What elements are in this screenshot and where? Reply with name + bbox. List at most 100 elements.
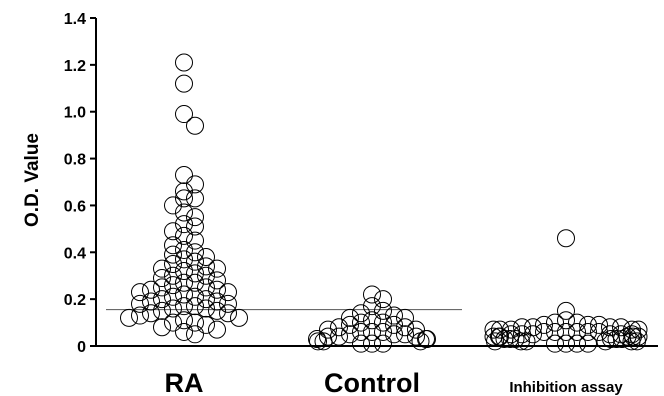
data-point	[164, 266, 182, 285]
data-point	[175, 311, 193, 330]
data-point	[175, 182, 193, 201]
data-point	[197, 247, 215, 266]
data-point	[175, 53, 193, 72]
data-point	[374, 322, 392, 341]
data-point	[557, 229, 575, 248]
data-point	[579, 315, 597, 334]
data-point	[411, 332, 430, 351]
data-point	[208, 259, 226, 278]
data-point	[363, 285, 381, 304]
data-point	[197, 278, 215, 297]
y-tick-label: 0.6	[64, 198, 86, 215]
data-point	[186, 175, 204, 194]
data-point	[131, 306, 149, 325]
data-point	[175, 105, 193, 124]
data-point	[385, 306, 403, 325]
y-axis-ticks: 0 0.2 0.4 0.6 0.8 1.0 1.2 1.4	[64, 11, 96, 356]
data-point	[557, 301, 575, 320]
data-point	[363, 311, 381, 330]
y-tick-label: 0.8	[64, 152, 86, 169]
data-point	[175, 262, 193, 281]
data-point	[568, 322, 586, 341]
data-point	[352, 313, 370, 332]
data-point	[197, 257, 215, 276]
data-point	[175, 165, 193, 184]
data-point	[491, 320, 509, 339]
data-point	[219, 283, 237, 302]
data-point	[186, 189, 204, 208]
data-point	[208, 301, 226, 320]
data-point	[546, 334, 564, 353]
data-point	[120, 308, 138, 327]
y-tick-label: 1.2	[64, 58, 86, 75]
data-point	[153, 318, 171, 337]
data-point	[164, 255, 182, 273]
data-point	[164, 236, 182, 255]
data-point	[186, 217, 204, 236]
data-point	[557, 311, 575, 330]
data-point	[186, 243, 204, 262]
data-point	[374, 290, 392, 309]
data-point	[557, 334, 575, 353]
data-point	[186, 252, 204, 271]
data-point	[175, 250, 193, 269]
y-tick-label: 1.4	[64, 11, 86, 28]
y-tick-label: 0.4	[64, 245, 86, 262]
data-point	[319, 320, 337, 339]
data-point	[153, 301, 171, 320]
data-point	[208, 271, 226, 290]
category-labels: RA Control Inhibition assay	[165, 368, 624, 396]
data-point	[352, 322, 370, 341]
data-point	[374, 301, 392, 320]
data-point	[330, 318, 348, 337]
data-point	[385, 315, 403, 334]
data-point	[628, 332, 646, 351]
data-point	[175, 203, 193, 222]
y-axis-label: O.D. Value	[22, 133, 43, 227]
data-point	[622, 332, 641, 351]
y-tick-label: 0	[77, 339, 86, 356]
data-point	[186, 231, 204, 250]
data-point	[568, 313, 586, 332]
data-point	[363, 297, 381, 316]
data-point	[164, 287, 182, 306]
data-point	[407, 320, 425, 339]
data-point	[341, 325, 359, 344]
data-point	[396, 325, 414, 344]
data-point	[175, 226, 193, 245]
category-label: Control	[324, 368, 420, 396]
data-point	[164, 299, 182, 318]
data-point	[363, 334, 381, 353]
data-point	[164, 222, 182, 241]
data-point	[319, 327, 337, 346]
data-point	[142, 280, 160, 299]
data-point	[186, 287, 204, 306]
data-point	[142, 304, 160, 323]
data-point	[546, 322, 564, 341]
data-point	[396, 308, 414, 327]
data-point	[142, 292, 160, 311]
data-points	[120, 53, 648, 353]
axis-frame	[95, 18, 658, 347]
data-point	[314, 332, 333, 351]
data-point	[568, 334, 586, 353]
data-point	[374, 334, 392, 353]
data-point	[175, 285, 193, 304]
data-point	[601, 318, 619, 337]
data-point	[175, 297, 193, 316]
data-point	[230, 308, 248, 327]
data-point	[629, 320, 648, 339]
data-point	[164, 276, 182, 295]
data-point	[341, 308, 359, 327]
data-point	[219, 304, 237, 323]
data-point	[186, 325, 204, 344]
data-point	[513, 318, 531, 337]
data-point	[153, 259, 171, 278]
y-tick-label: 0.2	[64, 292, 86, 309]
data-point	[186, 264, 204, 283]
y-tick-label: 1.0	[64, 105, 86, 122]
data-point	[186, 116, 204, 135]
data-point	[341, 315, 359, 334]
data-point	[175, 273, 193, 292]
